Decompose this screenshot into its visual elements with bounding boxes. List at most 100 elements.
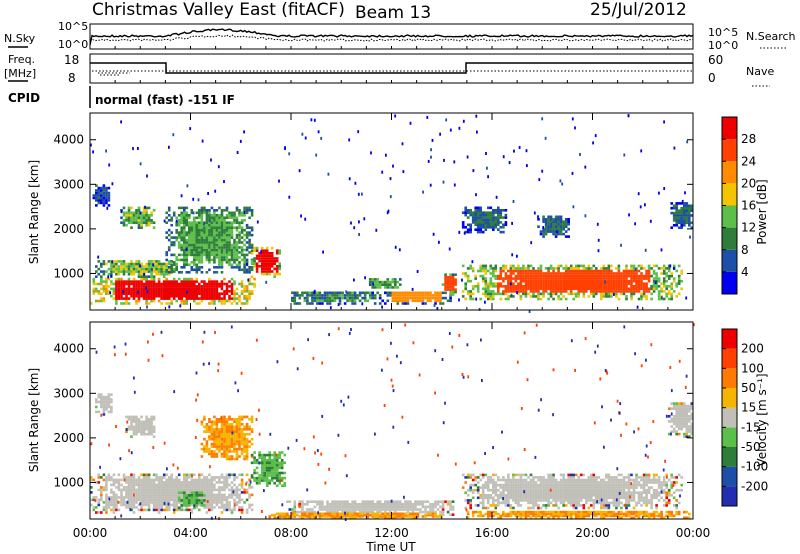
velocity-cell (130, 425, 133, 429)
power-cell (549, 277, 553, 280)
power-cell (680, 206, 683, 210)
velocity-cell (233, 476, 236, 479)
velocity-cell (167, 481, 171, 484)
power-cell (233, 253, 236, 257)
power-cell (243, 238, 246, 242)
velocity-cell (371, 510, 374, 514)
power-cell (489, 292, 493, 296)
power-cell (610, 277, 613, 280)
velocity-cell (228, 483, 231, 487)
power-cell (238, 246, 241, 249)
power-cell (690, 221, 694, 225)
power-cell (102, 272, 106, 276)
velocity-cell (218, 430, 221, 433)
power-cell (569, 287, 573, 291)
power-cell (250, 246, 254, 249)
power-cell (190, 253, 194, 257)
power-cell (105, 199, 108, 202)
power-cell (625, 282, 628, 285)
velocity-cell (225, 437, 229, 441)
power-cell (245, 248, 249, 252)
power-cell (293, 294, 297, 297)
power-cell (120, 285, 123, 288)
velocity-cell (150, 498, 153, 502)
power-cell (203, 297, 206, 300)
velocity-cell (228, 450, 231, 453)
power-cell (539, 285, 543, 288)
power-cell (680, 272, 683, 275)
power-cell (574, 282, 578, 285)
power-cell (188, 287, 191, 291)
velocity-cell (255, 479, 259, 482)
power-cell (484, 269, 488, 273)
velocity-cell (406, 510, 410, 514)
velocity-cell (228, 455, 231, 458)
velocity-cell (225, 486, 229, 489)
velocity-cell (115, 481, 118, 484)
power-cell (203, 246, 206, 249)
power-cell (95, 191, 98, 195)
power-cell (188, 248, 191, 252)
power-cell (150, 219, 153, 222)
velocity-cell (507, 483, 510, 487)
power-cell (125, 265, 128, 268)
velocity-cell (263, 471, 266, 475)
power-cell (607, 277, 611, 280)
power-cell (183, 214, 186, 217)
power-scatter-point (180, 194, 183, 198)
power-cell (612, 274, 616, 278)
power-cell (255, 246, 259, 250)
power-cell (243, 258, 246, 262)
power-cell (278, 272, 281, 276)
power-cell (547, 272, 550, 275)
velocity-cell (203, 501, 206, 504)
velocity-cell (213, 476, 216, 479)
velocity-cell (130, 493, 133, 497)
velocity-cell (280, 464, 284, 467)
power-cell (225, 214, 229, 217)
velocity-cell (125, 476, 128, 479)
velocity-cell (225, 478, 229, 482)
power-cell (140, 219, 143, 222)
power-cell (200, 251, 204, 254)
power-cell (617, 297, 621, 301)
power-cell (165, 290, 168, 293)
velocity-cell (502, 501, 505, 505)
power-cell (155, 272, 158, 276)
power-cell (200, 206, 204, 210)
velocity-cell (147, 491, 151, 494)
power-cell (685, 214, 689, 217)
velocity-cell (203, 504, 206, 507)
power-cell (218, 236, 221, 239)
power-cell (409, 296, 412, 300)
power-cell (652, 264, 656, 268)
power-cell (155, 270, 158, 273)
power-cell (597, 279, 601, 283)
power-cell (170, 223, 173, 227)
velocity-cell (492, 486, 495, 489)
power-cell (223, 299, 226, 303)
power-cell (185, 292, 189, 295)
power-cell (278, 267, 281, 271)
power-scatter-point (686, 140, 689, 144)
power-cell (213, 231, 216, 234)
velocity-cell (167, 483, 171, 487)
power-cell (552, 282, 555, 285)
power-cell (421, 296, 425, 300)
power-scatter-point (144, 205, 146, 209)
velocity-cell (401, 508, 405, 511)
power-cell (564, 279, 568, 283)
power-cell (220, 238, 224, 242)
velocity-cell (190, 481, 194, 484)
power-cell (125, 282, 128, 286)
velocity-cell (97, 488, 101, 492)
velocity-cell (122, 488, 126, 492)
velocity-cell (502, 494, 505, 497)
velocity-cell (105, 403, 108, 406)
power-cell (260, 252, 264, 255)
velocity-cell (499, 478, 503, 482)
velocity-cell (135, 498, 138, 502)
velocity-cell (97, 393, 101, 396)
velocity-cell (177, 481, 181, 484)
power-cell (260, 246, 264, 250)
